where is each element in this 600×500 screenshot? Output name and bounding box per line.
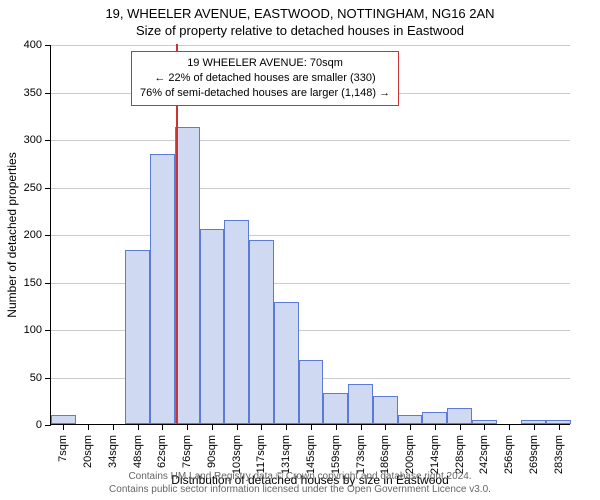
- bar: [447, 408, 472, 424]
- x-tick: [559, 424, 560, 430]
- x-tick: [212, 424, 213, 430]
- x-tick-label: 283sqm: [553, 435, 565, 474]
- y-tick: [45, 140, 51, 141]
- x-tick-label: 131sqm: [280, 435, 292, 474]
- x-tick-label: 117sqm: [255, 435, 267, 473]
- x-tick: [113, 424, 114, 430]
- annotation-box: 19 WHEELER AVENUE: 70sqm← 22% of detache…: [131, 51, 399, 106]
- bar: [150, 154, 175, 424]
- x-tick-label: 7sqm: [57, 435, 69, 462]
- x-tick: [63, 424, 64, 430]
- x-tick: [187, 424, 188, 430]
- x-tick-label: 186sqm: [379, 435, 391, 474]
- x-tick-label: 20sqm: [82, 435, 94, 468]
- y-tick: [45, 235, 51, 236]
- footer-line1: Contains HM Land Registry data © Crown c…: [0, 470, 600, 483]
- y-tick-label: 350: [2, 87, 42, 99]
- bar: [224, 220, 249, 424]
- x-tick: [261, 424, 262, 430]
- x-tick: [534, 424, 535, 430]
- gridline: [51, 188, 570, 189]
- y-tick-label: 150: [2, 277, 42, 289]
- x-tick-label: 159sqm: [330, 435, 342, 474]
- plot-area: 0501001502002503003504007sqm20sqm34sqm48…: [50, 45, 570, 425]
- y-tick: [45, 330, 51, 331]
- bar: [323, 393, 348, 424]
- y-tick-label: 50: [2, 372, 42, 384]
- annotation-line: 19 WHEELER AVENUE: 70sqm: [140, 56, 390, 71]
- x-tick: [138, 424, 139, 430]
- bar: [51, 415, 76, 425]
- x-tick-label: 34sqm: [107, 435, 119, 468]
- x-tick-label: 90sqm: [206, 435, 218, 468]
- x-tick-label: 48sqm: [132, 435, 144, 468]
- x-tick: [336, 424, 337, 430]
- bar: [373, 396, 398, 425]
- x-tick: [410, 424, 411, 430]
- chart-area: Number of detached properties 0501001502…: [50, 45, 570, 425]
- bar: [274, 302, 299, 424]
- y-tick-label: 100: [2, 324, 42, 336]
- bar: [299, 360, 324, 424]
- x-tick: [385, 424, 386, 430]
- bar: [348, 384, 373, 424]
- x-tick: [237, 424, 238, 430]
- x-tick-label: 173sqm: [355, 435, 367, 474]
- gridline: [51, 140, 570, 141]
- bar: [422, 412, 447, 424]
- y-tick: [45, 45, 51, 46]
- y-tick-label: 200: [2, 229, 42, 241]
- y-tick-label: 250: [2, 182, 42, 194]
- page-subtitle: Size of property relative to detached ho…: [0, 23, 600, 40]
- page-title: 19, WHEELER AVENUE, EASTWOOD, NOTTINGHAM…: [0, 0, 600, 23]
- y-tick: [45, 188, 51, 189]
- x-tick-label: 145sqm: [305, 435, 317, 474]
- x-tick: [484, 424, 485, 430]
- y-tick-label: 0: [2, 419, 42, 431]
- x-tick-label: 256sqm: [503, 435, 515, 474]
- gridline: [51, 235, 570, 236]
- x-tick-label: 200sqm: [404, 435, 416, 474]
- y-tick-label: 300: [2, 134, 42, 146]
- bar: [125, 250, 150, 424]
- y-tick: [45, 425, 51, 426]
- x-tick: [311, 424, 312, 430]
- y-tick: [45, 283, 51, 284]
- y-tick: [45, 93, 51, 94]
- gridline: [51, 45, 570, 46]
- bar: [249, 240, 274, 424]
- bar: [175, 127, 200, 424]
- bar: [398, 415, 423, 425]
- x-tick-label: 242sqm: [478, 435, 490, 474]
- x-tick: [88, 424, 89, 430]
- bar: [200, 229, 225, 424]
- x-tick: [460, 424, 461, 430]
- x-tick-label: 228sqm: [454, 435, 466, 474]
- annotation-line: ← 22% of detached houses are smaller (33…: [140, 71, 390, 86]
- x-tick-label: 214sqm: [429, 435, 441, 474]
- y-tick-label: 400: [2, 39, 42, 51]
- x-tick-label: 269sqm: [528, 435, 540, 474]
- footer-text: Contains HM Land Registry data © Crown c…: [0, 470, 600, 496]
- x-tick: [361, 424, 362, 430]
- x-tick: [509, 424, 510, 430]
- x-tick-label: 103sqm: [231, 435, 243, 474]
- x-tick: [286, 424, 287, 430]
- x-tick-label: 76sqm: [181, 435, 193, 468]
- x-tick: [435, 424, 436, 430]
- annotation-line: 76% of semi-detached houses are larger (…: [140, 86, 390, 101]
- y-tick: [45, 378, 51, 379]
- footer-line2: Contains public sector information licen…: [0, 483, 600, 496]
- x-tick-label: 62sqm: [156, 435, 168, 468]
- x-tick: [162, 424, 163, 430]
